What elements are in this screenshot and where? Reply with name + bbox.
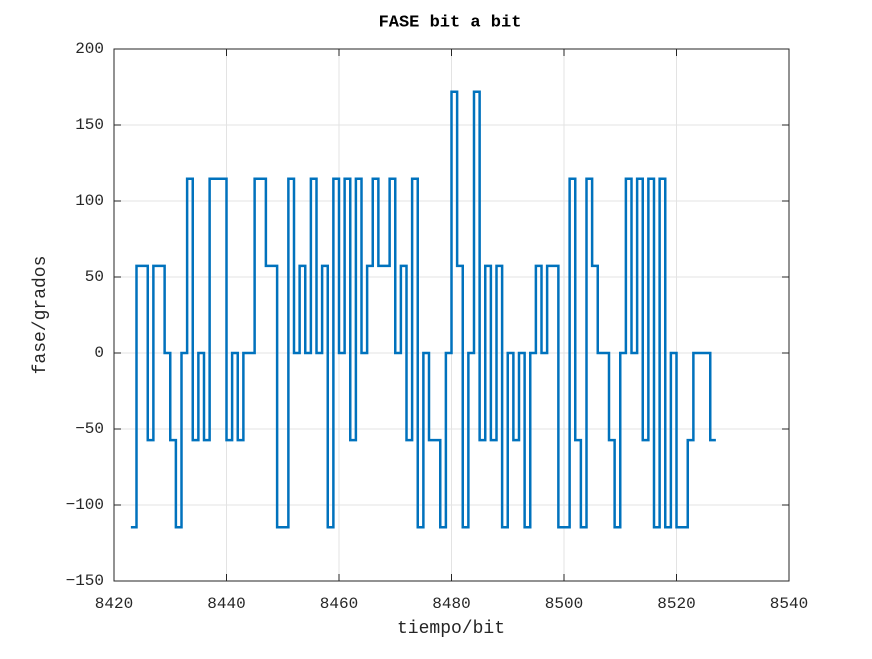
x-tick-label: 8540 xyxy=(770,595,808,613)
x-tick-label: 8480 xyxy=(432,595,470,613)
x-axis-label: tiempo/bit xyxy=(397,619,505,639)
x-tick-label: 8440 xyxy=(207,595,245,613)
y-tick-label: −50 xyxy=(75,420,104,438)
y-tick-label: 0 xyxy=(94,344,104,362)
y-tick-label: 200 xyxy=(75,40,104,58)
y-tick-label: 100 xyxy=(75,192,104,210)
chart-title: FASE bit a bit xyxy=(379,13,522,32)
x-tick-label: 8420 xyxy=(95,595,133,613)
y-tick-label: 150 xyxy=(75,116,104,134)
x-tick-label: 8460 xyxy=(320,595,358,613)
y-axis-label: fase/grados xyxy=(31,256,51,375)
stairs-line xyxy=(130,90,716,529)
y-tick-label: −100 xyxy=(66,496,104,514)
x-tick-label: 8500 xyxy=(545,595,583,613)
y-tick-label: −150 xyxy=(66,572,104,590)
x-tick-label: 8520 xyxy=(657,595,695,613)
data xyxy=(130,90,716,529)
y-tick-label: 50 xyxy=(85,268,104,286)
